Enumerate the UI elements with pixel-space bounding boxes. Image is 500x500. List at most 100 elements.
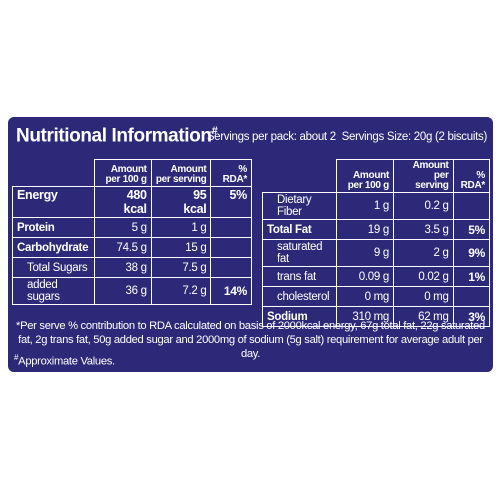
nutrient-name: Total Fat: [262, 219, 337, 240]
cell-text: added sugars: [27, 279, 60, 303]
cell-text: 0.02 g: [418, 270, 449, 283]
nutrient-value: 0.09 g: [335, 266, 394, 287]
nutrient-value: [452, 286, 491, 307]
title-mark: #: [211, 125, 218, 137]
nutrient-name: Total Sugars: [12, 257, 95, 278]
cell-text: Sodium: [267, 310, 308, 323]
column-header: [263, 160, 337, 193]
header-row: Amount per 100 g Amount per serving% RDA*: [263, 159, 491, 193]
cell-text: 74.5 g: [116, 241, 147, 254]
cell-text: Carbohydrate: [17, 241, 89, 254]
cell-text: 19 g: [367, 223, 389, 236]
cell-text: 9 g: [373, 247, 389, 259]
nutrient-value: 9 g: [335, 239, 394, 267]
nutrient-value: 3%: [452, 306, 491, 327]
nutrient-value: 1 g: [335, 192, 394, 220]
cell-text: 15 g: [185, 241, 207, 254]
nutrient-row: Total Sugars 38 g 7.5 g: [12, 257, 252, 278]
nutrient-name: cholesterol: [262, 286, 337, 307]
cell-text: 7.5 g: [182, 261, 207, 274]
header-row: Amount per 100 g Amount per serving% RDA*: [13, 159, 252, 187]
nutrient-row: trans fat 0.09 g 0.02 g 1%: [262, 266, 491, 287]
nutrient-name: Dietary Fiber: [262, 192, 337, 220]
cell-text: 38 g: [125, 261, 147, 274]
cell-text: saturated fat: [277, 241, 323, 265]
cell-text: 5 g: [131, 221, 147, 234]
nutrient-name: Carbohydrate: [12, 237, 95, 258]
nutrient-row: Energy 480 kcal 95 kcal 5%: [12, 186, 252, 218]
cell-text: 9%: [468, 246, 485, 260]
nutrient-value: 0.2 g: [392, 192, 454, 220]
nutrient-value: 0 mg: [335, 286, 394, 307]
column-header: Amount per 100 g: [335, 159, 394, 193]
column-header: Amount per serving: [392, 159, 454, 193]
nutrient-value: 3.5 g: [392, 219, 454, 240]
cell-text: 1 g: [373, 200, 389, 212]
nutrient-value: 38 g: [93, 257, 152, 278]
nutrient-row: saturated fat 9 g 2 g 9%: [262, 239, 491, 267]
nutrient-name: Energy: [12, 186, 95, 218]
title: Nutritional Information: [16, 125, 212, 147]
cell-text: Protein: [17, 221, 55, 234]
nutrient-value: 0.02 g: [392, 266, 454, 287]
nutrient-name: Sodium: [262, 306, 337, 327]
cell-text: 310 mg: [352, 310, 389, 323]
cell-text: 5%: [468, 222, 485, 237]
nutrient-value: [210, 217, 252, 238]
nutrient-row: cholesterol 0 mg 0 mg: [262, 286, 491, 307]
nutrient-value: 95 kcal: [150, 186, 212, 218]
cell-text: 3%: [468, 309, 485, 324]
nutrient-value: 7.2 g: [150, 277, 212, 305]
nutrient-value: 74.5 g: [93, 237, 152, 258]
cell-text: Total Fat: [267, 223, 312, 236]
nutrient-value: 0 mg: [392, 286, 454, 307]
nutrient-value: 9%: [452, 239, 491, 267]
nutrient-row: Protein 5 g 1 g: [12, 217, 252, 238]
cell-text: 0 mg: [364, 290, 390, 303]
cell-text: 3.5 g: [424, 223, 449, 236]
nutrient-name: added sugars: [12, 277, 95, 305]
cell-text: 36 g: [125, 285, 147, 297]
nutrition-table: Amount per 100 g Amount per serving% RDA*…: [262, 159, 491, 327]
cell-text: 1 g: [191, 221, 207, 234]
nutrient-value: 7.5 g: [150, 257, 212, 278]
column-header: % RDA*: [210, 159, 252, 187]
cell-text: 0 mg: [424, 290, 449, 303]
nutrient-value: [452, 192, 491, 220]
approx-note: #Approximate Values.: [14, 353, 115, 368]
column-header: Amount per 100 g: [93, 159, 152, 187]
nutrient-row: Carbohydrate 74.5 g 15 g: [12, 237, 252, 258]
cell-text: 2 g: [433, 247, 449, 259]
nutrient-value: 2 g: [392, 239, 454, 267]
approx-text: Approximate Values.: [18, 355, 115, 368]
nutrient-value: 1 g: [150, 217, 212, 238]
nutrient-row: Sodium 310 mg 62 mg 3%: [262, 306, 491, 327]
cell-text: 62 mg: [418, 310, 449, 323]
nutrient-value: 14%: [210, 277, 252, 305]
nutrient-value: 36 g: [93, 277, 152, 305]
nutrient-row: Dietary Fiber 1 g 0.2 g: [262, 192, 491, 220]
cell-text: 95 kcal: [183, 188, 207, 216]
nutrient-value: 310 mg: [335, 306, 394, 327]
cell-text: 480 kcal: [123, 188, 147, 216]
column-header: Amount per serving: [150, 159, 212, 187]
nutrient-row: Total Fat 19 g 3.5 g 5%: [262, 219, 491, 240]
cell-text: Energy: [17, 188, 58, 202]
cell-text: 0.09 g: [358, 270, 389, 283]
servings: Servings per pack: about 2 Servings Size…: [206, 131, 487, 143]
title-box: Nutritional Information#: [16, 125, 218, 147]
nutrient-value: 1%: [452, 266, 491, 287]
nutrient-value: 5%: [452, 219, 491, 240]
column-header: [13, 160, 95, 187]
nutrient-name: Protein: [12, 217, 95, 238]
nutrient-row: added sugars 36 g 7.2 g 14%: [12, 277, 252, 305]
cell-text: 5%: [229, 188, 248, 202]
nutrient-value: 5%: [210, 186, 252, 218]
nutrient-value: 480 kcal: [93, 186, 152, 218]
column-header: % RDA*: [452, 159, 491, 193]
approx-mark: #: [14, 353, 19, 362]
cell-text: Total Sugars: [27, 261, 88, 274]
nutrient-value: [210, 237, 252, 258]
nutrient-value: [210, 257, 252, 278]
